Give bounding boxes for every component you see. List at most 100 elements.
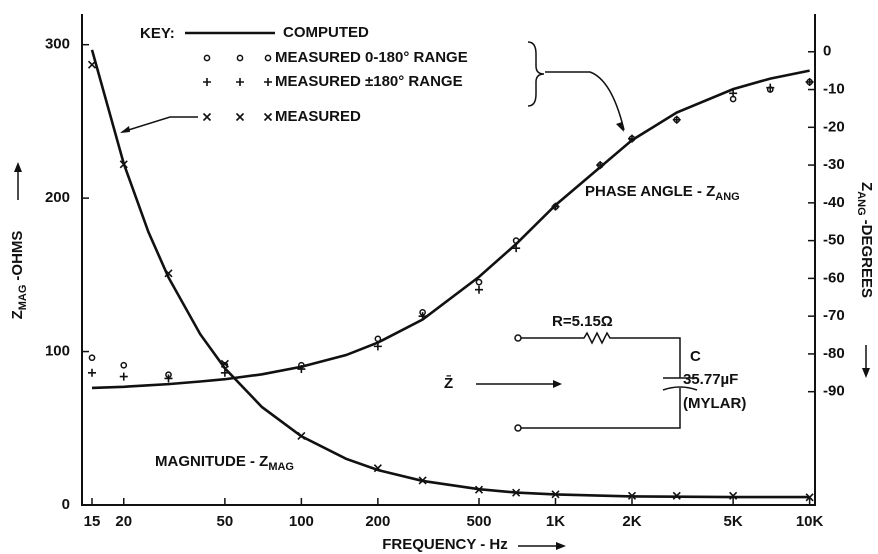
line-series (90, 49, 810, 499)
x-tick-label: 5K (724, 513, 743, 530)
pointer-arrow (121, 116, 198, 133)
y-tick-label: 100 (45, 343, 70, 360)
y-axis-label-main: Z (9, 310, 26, 319)
marker (672, 115, 681, 124)
x-tick-label: 10K (796, 513, 824, 530)
arrow-head (862, 368, 870, 378)
legend-marker (235, 112, 245, 122)
x-tick-label: 20 (115, 513, 132, 530)
arrow-head (553, 380, 562, 388)
curve-label-main: PHASE ANGLE - Z (585, 183, 715, 200)
legend-brace (527, 41, 545, 107)
y2-tick-label: -70 (823, 307, 845, 324)
marker (729, 89, 738, 98)
line-series (91, 69, 810, 390)
y2-tick-label: -90 (823, 383, 845, 400)
marker (373, 342, 382, 351)
terminal (514, 334, 522, 342)
y2-tick-label: -60 (823, 269, 845, 286)
x-tick-label: 50 (217, 513, 234, 530)
terminal (514, 424, 522, 432)
impedance-label: Z̄ (444, 374, 453, 392)
legend-title: KEY: (140, 25, 175, 42)
legend-marker (264, 78, 272, 86)
y-tick-label: 0 (62, 496, 70, 513)
y-axis-label-sub: MAG (17, 285, 29, 311)
y2-axis-label-main: Z (858, 182, 875, 191)
legend-marker (236, 78, 244, 86)
x-tick-label: 100 (289, 513, 314, 530)
y2-tick-label: -20 (823, 118, 845, 135)
marker (766, 83, 775, 92)
marker (512, 488, 521, 497)
x-tick-label: 1K (546, 513, 565, 530)
marker (373, 464, 382, 473)
y-tick-label: 200 (45, 189, 70, 206)
capacitor-label: C (690, 348, 701, 365)
y2-tick-label: -10 (823, 81, 845, 98)
axis-line (81, 14, 816, 506)
legend-label: MEASURED 0-180° RANGE (275, 49, 468, 66)
circuit: R=5.15Ω C 35.77µF (MYLAR) Z̄ (444, 313, 746, 432)
circuit-wire (521, 331, 698, 429)
marker (220, 368, 229, 377)
dielectric-label: (MYLAR) (683, 395, 746, 412)
legend-label: MEASURED ±180° RANGE (275, 73, 463, 90)
curve-label-sub: MAG (268, 461, 294, 473)
y-axis-label-rest: -OHMS (9, 231, 26, 281)
y2-tick-label: -40 (823, 194, 845, 211)
marker (297, 431, 306, 441)
resistor-label: R=5.15Ω (552, 313, 613, 330)
marker (297, 365, 306, 374)
x-tick-label: 200 (365, 513, 390, 530)
arrow-head (14, 162, 22, 172)
marker (164, 374, 173, 383)
legend-marker (263, 112, 273, 122)
y-axis-label: ZMAG -OHMS (9, 231, 29, 320)
marker (551, 490, 560, 499)
marker (418, 312, 427, 321)
marker (220, 359, 229, 368)
marker (805, 493, 814, 502)
legend-marker (264, 54, 272, 62)
legend-label: MEASURED (275, 108, 361, 125)
marker (120, 361, 128, 369)
x-tick-label: 2K (622, 513, 641, 530)
legend-label: COMPUTED (283, 24, 369, 41)
legend-marker (202, 112, 212, 122)
y2-axis-label-rest: -DEGREES (858, 220, 875, 298)
marker (729, 491, 738, 500)
arrow-head (120, 126, 130, 133)
marker (596, 161, 605, 170)
y2-axis-label-sub: ANG (855, 191, 867, 215)
y2-axis-label: ZANG -DEGREES (855, 182, 875, 298)
marker (474, 285, 483, 294)
marker (672, 491, 681, 500)
y2-tick-label: -50 (823, 232, 845, 249)
marker (474, 485, 484, 494)
curve-label: PHASE ANGLE - ZANG (585, 183, 740, 203)
curve-label-main: MAGNITUDE - Z (155, 453, 268, 470)
legend-marker (203, 54, 211, 62)
marker (805, 77, 814, 86)
capacitance-label: 35.77µF (683, 371, 738, 388)
y2-tick-label: 0 (823, 43, 831, 60)
y2-tick-label: -30 (823, 156, 845, 173)
arrow-head (556, 542, 566, 550)
curve-label-sub: ANG (715, 191, 739, 203)
marker (374, 335, 382, 343)
marker (551, 202, 560, 211)
pointer-arrow (545, 71, 625, 131)
legend-marker (236, 54, 244, 62)
marker (221, 361, 229, 369)
x-tick-label: 500 (466, 513, 491, 530)
x-axis-label: FREQUENCY - Hz (382, 536, 508, 553)
marker (119, 160, 128, 169)
legend-marker (203, 78, 211, 86)
marker (627, 134, 636, 143)
x-tick-label: 15 (84, 513, 101, 530)
marker (164, 269, 173, 278)
curve-label: MAGNITUDE - ZMAG (155, 453, 294, 473)
marker (119, 372, 128, 381)
